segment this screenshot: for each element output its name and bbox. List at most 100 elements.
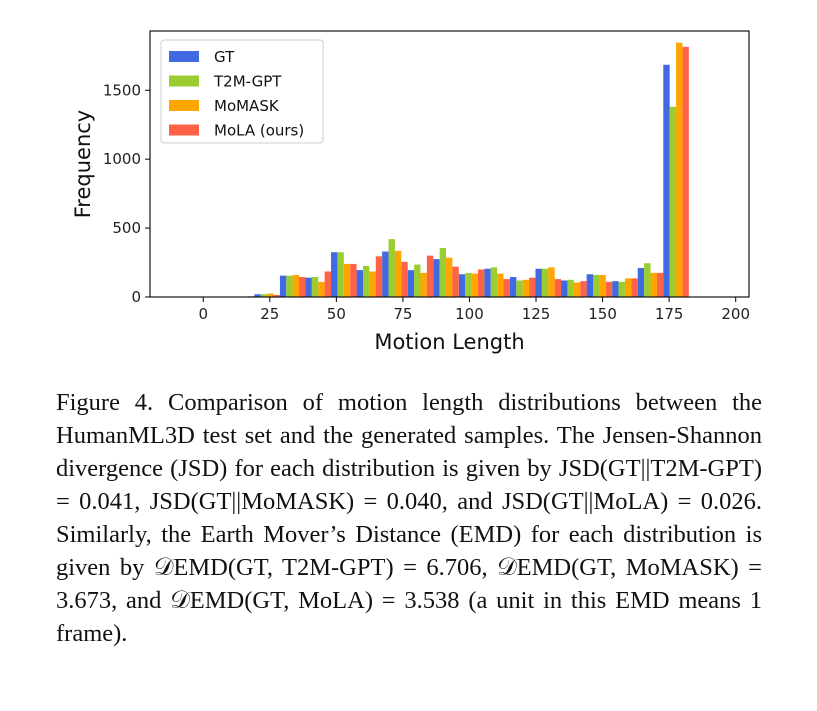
bar [267, 293, 274, 297]
x-tick-label: 75 [393, 305, 412, 323]
bar [439, 248, 447, 297]
jsd-momask: JSD(GT||MoMASK) = 0.040 [149, 488, 442, 515]
bar [260, 294, 268, 297]
bar [362, 265, 370, 297]
bar [509, 277, 517, 297]
x-tick-label: 175 [655, 305, 684, 323]
bar [433, 259, 440, 297]
bars-layer [228, 42, 689, 298]
legend-swatch [169, 100, 199, 111]
histogram-chart: 0 25 50 75 100 125 150 175 200 0 500 1000 1500 GT T2M… [71, 30, 750, 354]
figure-caption: Figure 4. Comparison of motion length di… [56, 386, 762, 650]
caption-text-6: , and [111, 587, 171, 614]
caption-text-7: (a unit in this EMD means 1 frame). [56, 587, 762, 647]
y-tick-label: 1000 [103, 150, 141, 168]
bar [618, 281, 625, 297]
bar [356, 270, 363, 297]
bar [465, 272, 472, 297]
x-tick-label: 200 [721, 305, 750, 323]
bar [637, 268, 645, 297]
bar [292, 274, 300, 297]
bar [663, 64, 670, 298]
x-tick-label: 25 [260, 305, 279, 323]
bar [592, 274, 600, 297]
bar [529, 277, 536, 297]
bar [599, 274, 606, 297]
bar [612, 281, 619, 297]
axes-layer: 0 25 50 75 100 125 150 175 200 0 500 1000 1500 [103, 30, 750, 323]
y-tick-label: 500 [112, 219, 141, 237]
y-tick-label: 0 [131, 288, 141, 306]
bar [343, 263, 351, 297]
bar [446, 257, 453, 297]
bar [337, 252, 344, 297]
bar [682, 46, 689, 297]
bar [580, 281, 587, 297]
x-tick-label: 125 [522, 305, 551, 323]
caption-text-1: Figure 4. Comparison of motion length di… [56, 389, 762, 482]
emd-t2m-gpt: 𝒟EMD(GT, T2M-GPT) = 6.706 [153, 554, 482, 581]
bar [420, 272, 427, 297]
bar [554, 279, 562, 297]
bar [586, 274, 593, 297]
caption-text-4: . Similarly, the Earth Mover’s Distance … [56, 488, 763, 581]
bar [548, 267, 555, 297]
x-tick-label: 50 [327, 305, 346, 323]
bar [388, 239, 395, 297]
bar [471, 273, 478, 297]
bar [369, 271, 376, 297]
bar [452, 266, 459, 297]
legend-swatch [169, 124, 199, 136]
bar [458, 274, 466, 297]
bar [522, 279, 530, 297]
bar [286, 275, 293, 297]
bar [331, 252, 338, 297]
emd-momask: 𝒟EMD(GT, MoMASK) = 3.673 [56, 554, 762, 614]
bar [516, 280, 523, 297]
legend-label: T2M-GPT [213, 73, 282, 91]
bar [650, 272, 657, 297]
bar [273, 294, 280, 297]
emd-mola: 𝒟EMD(GT, MoLA) = 3.538 [170, 587, 460, 614]
x-axis-title: Motion Length [374, 330, 524, 354]
bar [414, 264, 421, 297]
bar [279, 275, 287, 297]
bar [605, 281, 613, 297]
bar [561, 280, 568, 297]
x-tick-label: 150 [588, 305, 617, 323]
y-tick-label: 1500 [103, 81, 141, 99]
legend-label: MoLA (ours) [214, 122, 304, 140]
bar [407, 270, 415, 297]
legend-swatch [169, 51, 199, 62]
bar [477, 269, 485, 297]
x-tick-label: 100 [455, 305, 484, 323]
bar [426, 255, 434, 297]
bar [299, 277, 306, 297]
legend-label: MoMASK [214, 97, 280, 115]
bar [401, 261, 408, 297]
bar [375, 256, 383, 297]
bar [535, 268, 542, 297]
plot-frame [149, 30, 750, 298]
bar [490, 267, 498, 297]
caption-text-3: , and [441, 488, 502, 515]
bar [503, 279, 510, 297]
x-tick-label: 0 [198, 305, 208, 323]
bar [318, 281, 325, 297]
bar [624, 278, 632, 297]
bar [394, 250, 402, 297]
legend: GT T2M-GPT MoMASK MoLA (ours) [160, 39, 324, 144]
bar [644, 263, 651, 297]
bar [484, 268, 491, 297]
bar [573, 282, 581, 297]
caption-text-2: , [134, 488, 150, 515]
bar [324, 271, 332, 297]
legend-label: GT [214, 48, 235, 66]
y-axis-title: Frequency [71, 110, 95, 219]
bar [656, 272, 664, 297]
bar [311, 277, 319, 297]
bar [676, 42, 683, 297]
bar [567, 279, 574, 297]
legend-box [160, 39, 324, 144]
bar [350, 263, 357, 297]
